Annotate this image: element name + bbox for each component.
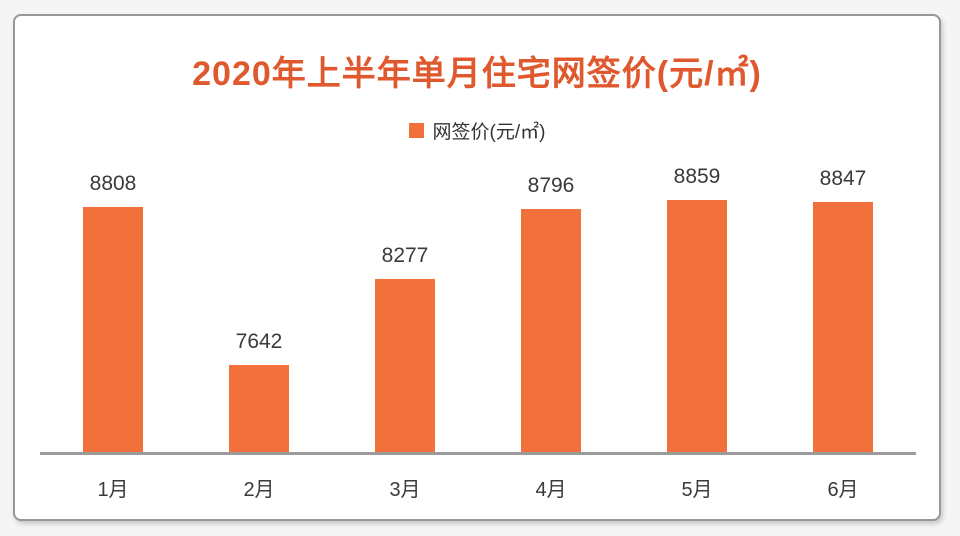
bar-column: 8277 — [332, 163, 478, 452]
plot-area: 8808 7642 8277 8796 8859 8847 1月 2月 3月 4月 5月 6月 — [40, 163, 916, 502]
bar — [375, 279, 435, 452]
chart-title: 2020年上半年单月住宅网签价(元/㎡) — [192, 55, 762, 93]
bar-value-label: 8277 — [381, 244, 429, 267]
bar — [83, 207, 143, 452]
x-axis-tick-label: 2月 — [243, 479, 275, 501]
bar-column: 8847 — [770, 163, 916, 452]
x-axis-labels: 1月 2月 3月 4月 5月 6月 — [40, 455, 916, 502]
x-axis-tick-label: 4月 — [535, 479, 567, 501]
x-axis-tick-label: 3月 — [389, 479, 421, 501]
legend: 网签价(元/㎡) — [15, 117, 939, 144]
bar-value-label: 7642 — [235, 330, 283, 353]
bar-column: 8808 — [40, 163, 186, 452]
legend-square-icon — [408, 123, 424, 138]
x-axis-tick-label: 1月 — [97, 479, 129, 501]
bar-column: 7642 — [186, 163, 332, 452]
bars-row: 8808 7642 8277 8796 8859 8847 — [40, 163, 916, 455]
bar-column: 8859 — [624, 163, 770, 452]
x-axis-tick-label: 6月 — [827, 479, 859, 501]
bar — [813, 202, 873, 452]
bar — [521, 209, 581, 452]
legend-label: 网签价(元/㎡) — [432, 122, 546, 143]
chart-card: 2020年上半年单月住宅网签价(元/㎡) 网签价(元/㎡) 8808 7642 82… — [13, 14, 941, 521]
bar — [229, 365, 289, 452]
bar-value-label: 8796 — [527, 174, 575, 197]
bar-value-label: 8808 — [89, 172, 137, 195]
bar-value-label: 8847 — [819, 167, 867, 190]
bar — [667, 200, 727, 452]
x-axis-tick-label: 5月 — [681, 479, 713, 501]
bar-column: 8796 — [478, 163, 624, 452]
bar-value-label: 8859 — [673, 165, 721, 188]
